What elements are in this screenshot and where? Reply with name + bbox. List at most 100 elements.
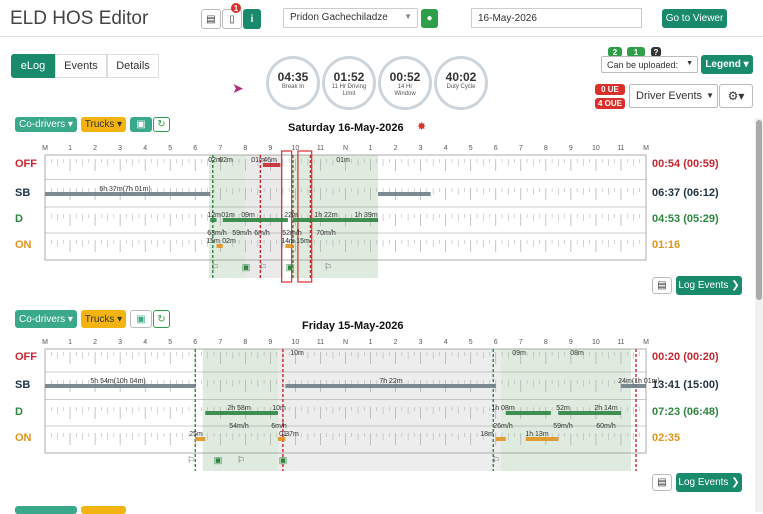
duration-label: 08m <box>570 350 584 357</box>
hour-label: 2 <box>394 339 398 346</box>
comment-icon[interactable]: ▤ <box>652 474 672 491</box>
duration-label: 25m <box>189 431 203 438</box>
duration-label: 6m/h <box>254 230 270 237</box>
date-value: 16-May-2026 <box>478 13 537 24</box>
tab-elog[interactable]: eLog <box>11 54 55 78</box>
trucks-button[interactable]: Trucks ▾ <box>81 117 126 132</box>
hour-label: 1 <box>369 145 373 152</box>
help-icon[interactable]: ? <box>651 47 661 57</box>
gauge-value: 00:52 <box>389 70 421 84</box>
row-label-off: OFF <box>15 351 37 363</box>
duration-label: 09m <box>512 350 526 357</box>
refresh-icon[interactable]: ↻ <box>153 117 170 132</box>
co-drivers-button[interactable]: Co-drivers ▾ <box>15 310 77 328</box>
scrollbar-track[interactable] <box>755 118 763 512</box>
hour-label: 10 <box>292 145 300 152</box>
hour-label: M <box>42 145 48 152</box>
upload-label: Can be uploaded: <box>607 60 679 70</box>
duty-status-bar <box>205 411 278 415</box>
event-marker-icon: ▣ <box>286 262 295 272</box>
duty-status-bar <box>45 384 196 388</box>
shaded-region <box>292 155 379 278</box>
gauge-14hr-window: 00:52 14 Hr Window <box>378 56 432 110</box>
trucks-button[interactable]: Trucks ▾ <box>81 310 126 328</box>
next-day-trucks <box>81 506 126 514</box>
upload-count-badge-2: 1 <box>627 47 645 57</box>
hour-label: 11 <box>317 145 324 152</box>
legend-button[interactable]: Legend ▾ <box>701 55 753 74</box>
truck-icon[interactable]: ▣ <box>130 117 152 132</box>
day-title-friday: Friday 15-May-2026 <box>302 320 404 332</box>
oue-badge: 4 OUE <box>595 98 625 109</box>
user-icon[interactable]: ● <box>421 9 438 28</box>
duty-status-bar <box>262 163 281 167</box>
document-icon[interactable]: ▤ <box>201 9 221 29</box>
go-to-viewer-button[interactable]: Go to Viewer <box>662 9 727 28</box>
hour-label: 10 <box>292 339 300 346</box>
date-input[interactable]: 16-May-2026 <box>471 8 642 28</box>
duty-status-bar <box>285 384 496 388</box>
duration-label: 70m/h <box>316 230 336 237</box>
row-total-sb: 06:37 (06:12) <box>652 187 719 199</box>
gauge-duty-cycle: 40:02 Duty Cycle <box>434 56 488 110</box>
row-label-d: D <box>15 406 23 418</box>
event-marker-icon: ▣ <box>242 262 251 272</box>
hour-label: M <box>643 145 649 152</box>
duration-label: 37m <box>285 431 299 438</box>
event-marker-icon: ⚐ <box>211 262 219 272</box>
gauge-driving-limit: 01:52 11 Hr Driving Limit <box>322 56 376 110</box>
hour-label: 7 <box>519 145 523 152</box>
row-total-off: 00:20 (00:20) <box>652 351 719 363</box>
driver-events-select[interactable]: Driver Events ▼ <box>629 84 718 108</box>
duty-status-bar <box>495 437 506 441</box>
settings-gear-icon[interactable]: ⚙▾ <box>719 84 753 108</box>
tab-details[interactable]: Details <box>107 54 159 78</box>
scrollbar-thumb[interactable] <box>756 120 762 300</box>
hour-label: N <box>343 145 348 152</box>
log-events-button[interactable]: Log Events ❯ <box>676 276 742 295</box>
app-title: ELD HOS Editor <box>10 8 149 29</box>
upload-count-badge: 2 <box>608 47 622 57</box>
duration-label: 5h 54m(10h 04m) <box>90 378 145 385</box>
co-drivers-label: Co-drivers <box>19 119 66 130</box>
row-total-off: 00:54 (00:59) <box>652 158 719 170</box>
row-label-sb: SB <box>15 187 31 199</box>
hour-label: 6 <box>494 339 498 346</box>
hour-label: 1 <box>68 339 72 346</box>
duration-label: 1h 22m <box>314 212 338 219</box>
event-marker-icon: ▣ <box>279 455 288 465</box>
hour-label: 8 <box>544 339 548 346</box>
trucks-label: Trucks <box>84 119 115 130</box>
event-marker-icon: ⚐ <box>492 455 500 465</box>
tab-events[interactable]: Events <box>55 54 107 78</box>
info-icon[interactable]: i <box>243 9 261 29</box>
comment-icon[interactable]: ▤ <box>652 277 672 294</box>
next-day-toolbar <box>15 506 77 514</box>
hour-label: 5 <box>469 145 473 152</box>
duty-status-bar <box>216 244 223 248</box>
hour-label: 3 <box>118 339 122 346</box>
chevron-down-icon: ▼ <box>686 60 693 67</box>
duration-label: 1h 08m <box>491 405 515 412</box>
duration-label: 7h 22m <box>379 378 403 385</box>
event-marker-icon: ⚐ <box>259 262 267 272</box>
duty-status-bar <box>277 437 286 441</box>
hour-label: 7 <box>519 339 523 346</box>
duty-status-bar <box>292 218 379 222</box>
co-drivers-button[interactable]: Co-drivers ▾ <box>15 117 77 132</box>
truck-icon[interactable]: ▣ <box>130 310 152 328</box>
violation-icon: ✸ <box>417 121 427 133</box>
duration-label: 60m/h <box>596 423 616 430</box>
gauge-value: 01:52 <box>333 70 365 84</box>
duty-status-bar <box>505 411 551 415</box>
hour-label: 9 <box>268 145 272 152</box>
duration-label: 6h 37m(7h 01m) <box>99 186 150 193</box>
hour-label: 9 <box>569 339 573 346</box>
duration-label: 24m(1h 01m) <box>618 378 660 385</box>
log-events-button[interactable]: Log Events ❯ <box>676 473 742 492</box>
driver-select[interactable]: Pridon Gachechiladze ▼ <box>283 8 418 28</box>
refresh-icon[interactable]: ↻ <box>153 310 170 328</box>
row-label-on: ON <box>15 432 32 444</box>
hour-label: 1 <box>369 339 373 346</box>
upload-select[interactable]: Can be uploaded: ▼ <box>601 56 698 73</box>
